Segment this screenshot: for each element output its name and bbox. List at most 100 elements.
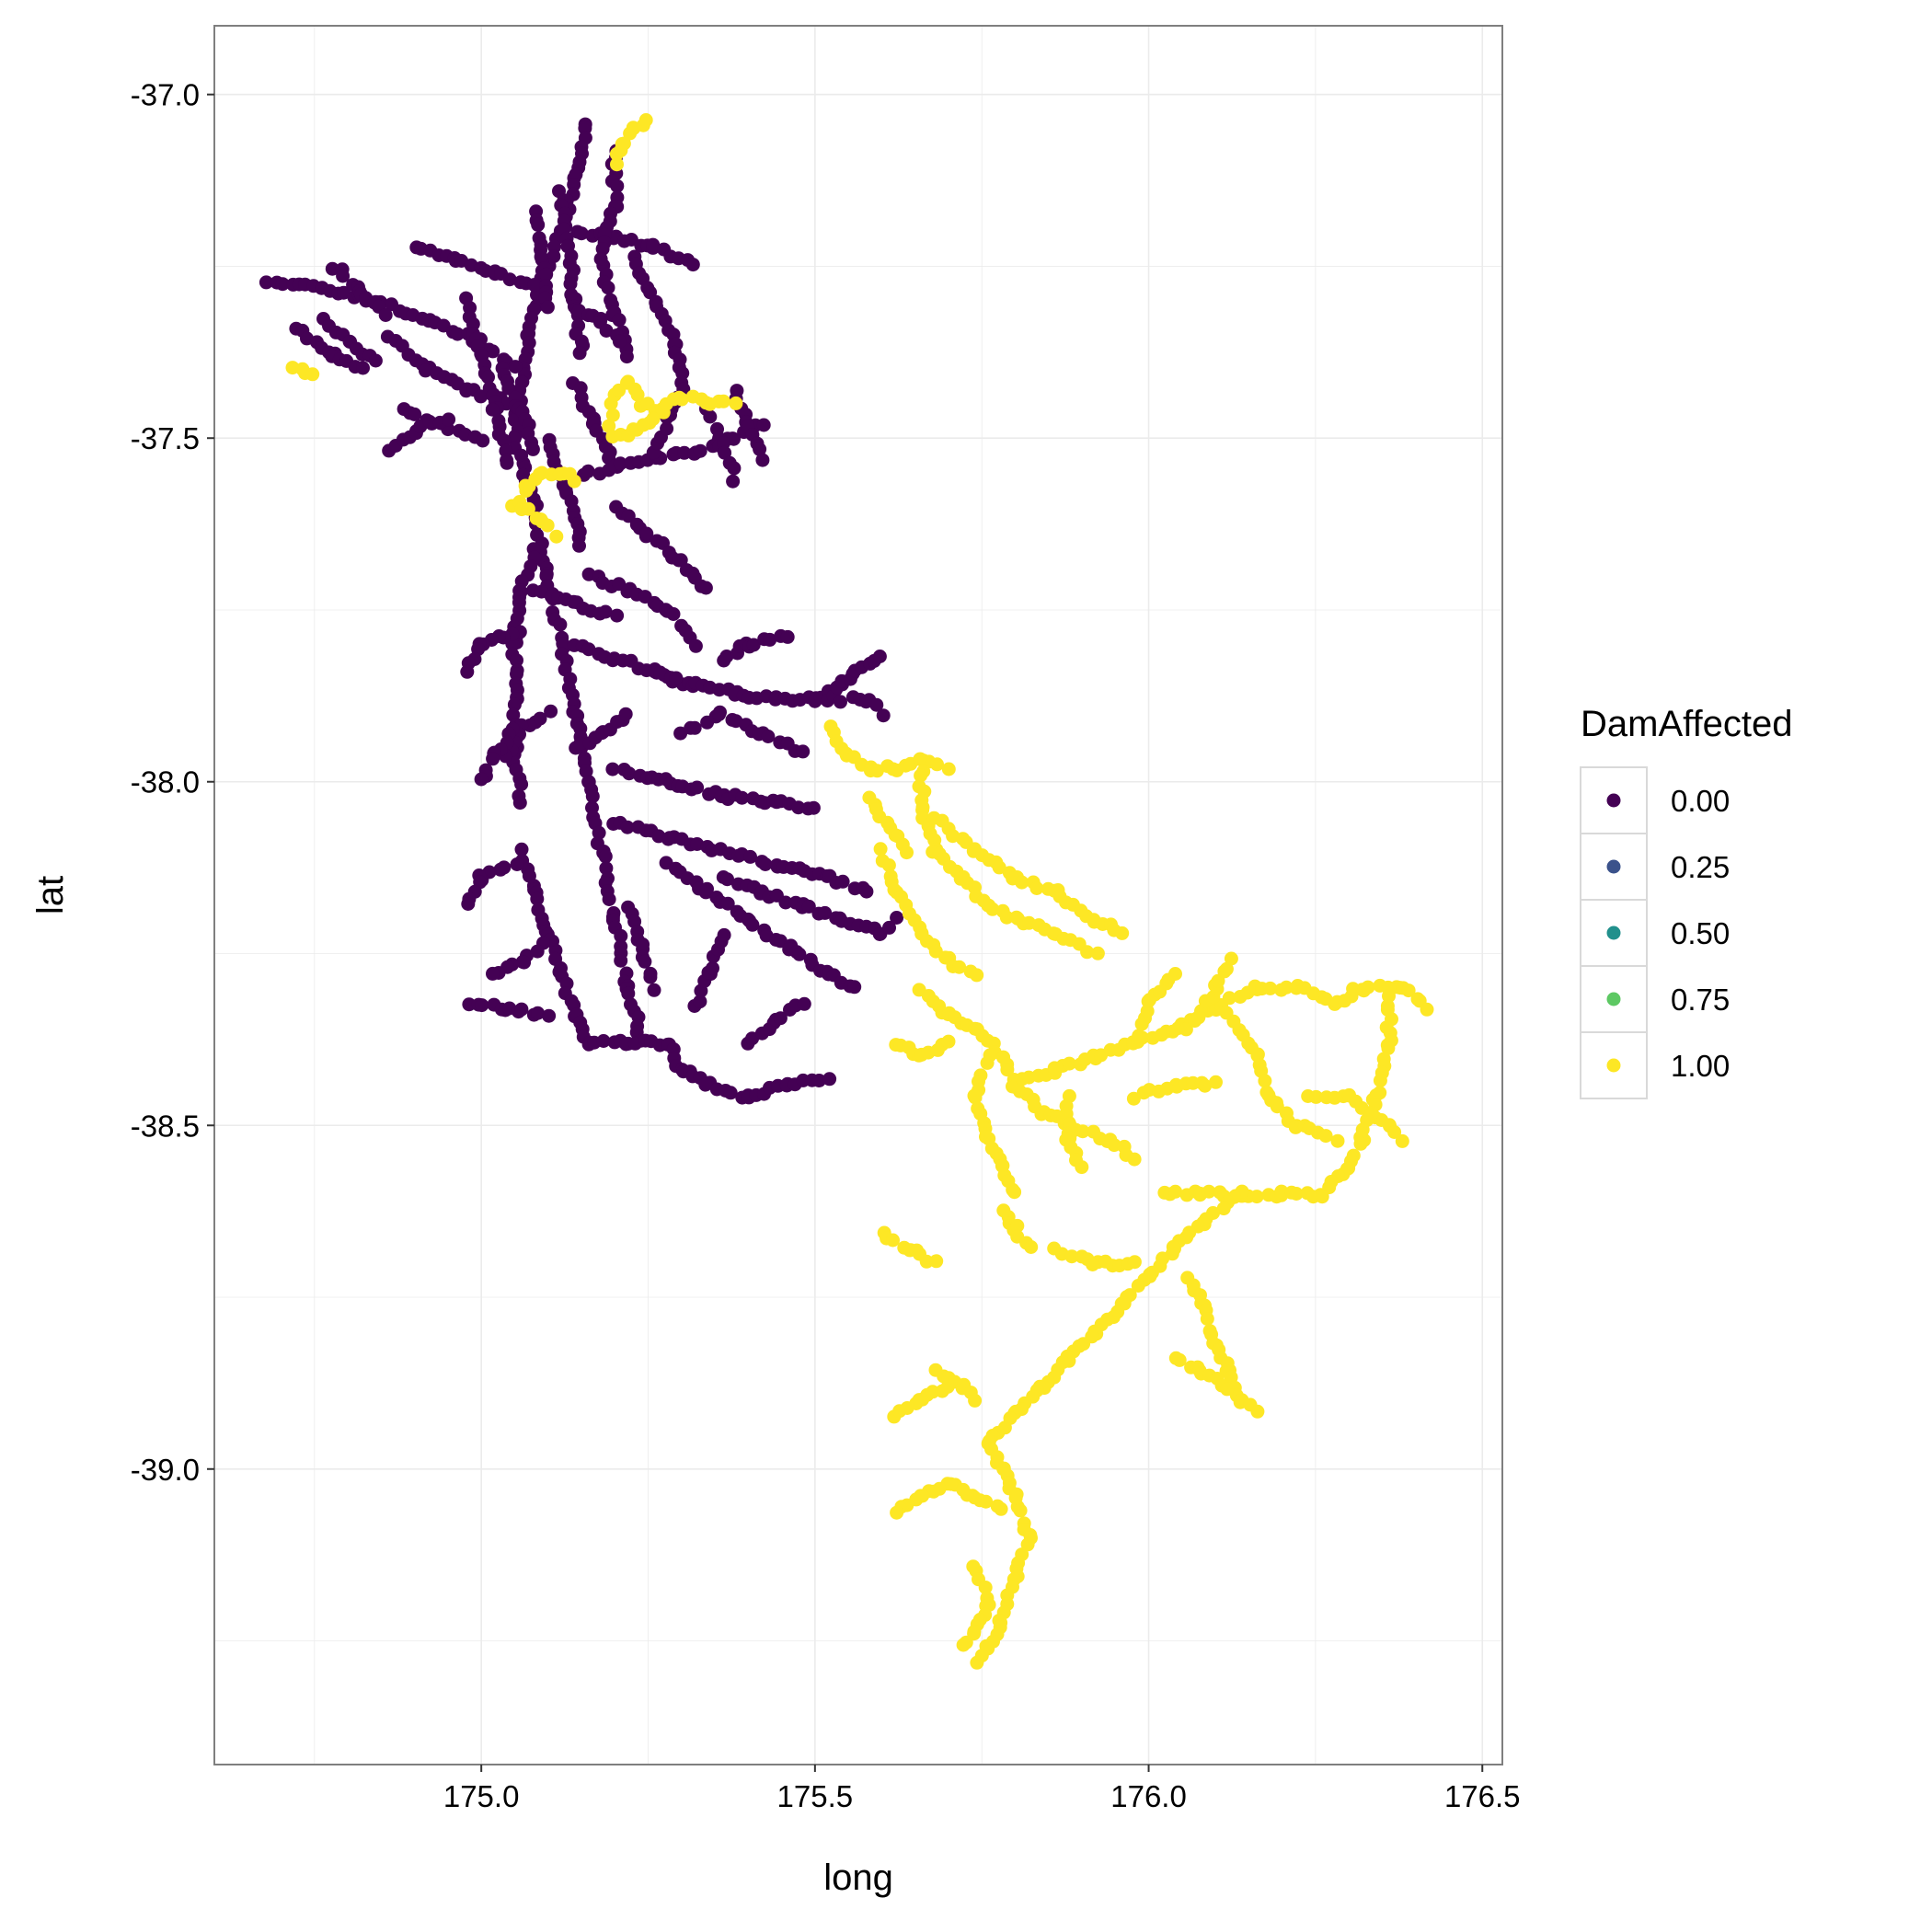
data-point — [941, 762, 956, 776]
data-point — [544, 704, 558, 719]
data-point — [872, 650, 887, 663]
data-point — [797, 996, 811, 1011]
data-point — [1132, 1029, 1146, 1043]
y-axis-title: lat — [30, 876, 71, 914]
data-point — [978, 1581, 993, 1594]
data-point — [763, 632, 777, 647]
data-point — [723, 1086, 738, 1100]
data-point — [1015, 875, 1029, 890]
data-point — [510, 857, 524, 871]
data-point — [980, 1055, 995, 1070]
data-point — [688, 638, 703, 653]
x-tick-label: 176.0 — [1110, 1779, 1187, 1813]
data-point — [485, 402, 500, 417]
data-point — [602, 419, 616, 433]
data-point — [1382, 989, 1396, 1004]
data-point — [811, 1074, 826, 1087]
data-point — [574, 226, 589, 241]
data-point — [677, 445, 692, 460]
data-point — [900, 845, 914, 860]
data-point — [929, 1254, 944, 1269]
legend-entry-label: 0.75 — [1671, 983, 1730, 1017]
data-point — [858, 695, 873, 709]
data-point — [507, 697, 522, 712]
data-point — [614, 928, 628, 943]
data-point — [1219, 961, 1234, 976]
data-point — [992, 860, 1006, 875]
data-point — [745, 917, 760, 932]
data-point — [796, 744, 811, 759]
data-point — [275, 277, 290, 292]
data-point — [716, 394, 730, 408]
data-point — [699, 396, 713, 410]
plot-panel-border — [213, 25, 1503, 1765]
data-point — [873, 842, 888, 857]
data-point — [630, 387, 645, 402]
data-point — [1062, 1056, 1076, 1071]
data-point — [556, 637, 570, 651]
data-point — [476, 433, 490, 448]
data-point — [847, 980, 862, 995]
data-point — [990, 1499, 1005, 1513]
data-point — [1353, 1136, 1368, 1151]
data-point — [530, 891, 545, 906]
data-point — [581, 464, 595, 478]
data-point — [567, 178, 581, 192]
data-point — [1318, 1129, 1333, 1144]
legend-key-dot — [1606, 1058, 1621, 1073]
data-point — [592, 825, 606, 840]
data-point — [638, 113, 653, 127]
data-point — [719, 650, 734, 663]
data-point — [646, 411, 661, 426]
data-point — [466, 316, 480, 331]
data-point — [653, 665, 668, 680]
legend-key-dot — [1606, 793, 1621, 808]
data-point — [673, 726, 688, 741]
y-tick-label: -39.0 — [131, 1453, 200, 1487]
data-point — [1263, 981, 1278, 995]
data-point — [869, 764, 884, 778]
data-point — [1309, 1089, 1323, 1104]
data-point — [636, 937, 650, 951]
data-point — [552, 466, 567, 481]
data-point — [527, 278, 542, 293]
data-point — [913, 752, 927, 766]
data-point — [1220, 1382, 1235, 1397]
data-point — [1131, 1279, 1145, 1293]
data-point — [531, 217, 546, 232]
data-point — [1373, 1074, 1387, 1087]
data-point — [970, 1655, 984, 1670]
data-point — [1179, 1022, 1193, 1037]
data-point — [525, 442, 540, 456]
data-point — [531, 1006, 545, 1020]
data-point — [598, 849, 613, 864]
data-point — [685, 258, 700, 272]
data-point — [687, 720, 702, 735]
data-point — [540, 300, 555, 315]
data-point — [1258, 1074, 1272, 1088]
data-point — [614, 953, 628, 968]
data-point — [486, 344, 500, 359]
data-point — [1090, 946, 1105, 960]
data-point — [1075, 1160, 1089, 1175]
data-point — [666, 607, 681, 621]
data-point — [585, 789, 600, 804]
data-point — [968, 1393, 983, 1408]
data-point — [1381, 1041, 1396, 1055]
data-point — [729, 396, 743, 410]
legend-entry-label: 0.00 — [1671, 784, 1730, 818]
data-point — [337, 285, 351, 300]
data-point — [613, 456, 627, 471]
data-point — [567, 474, 581, 489]
y-tick-label: -38.5 — [131, 1109, 200, 1143]
data-point — [336, 269, 351, 283]
data-point — [698, 581, 713, 595]
data-point — [378, 308, 393, 322]
data-point — [605, 408, 620, 422]
data-point — [497, 433, 512, 448]
data-point — [530, 944, 545, 959]
data-point — [761, 730, 776, 743]
data-point — [540, 518, 555, 533]
data-point — [952, 960, 967, 974]
data-point — [1168, 1184, 1183, 1199]
